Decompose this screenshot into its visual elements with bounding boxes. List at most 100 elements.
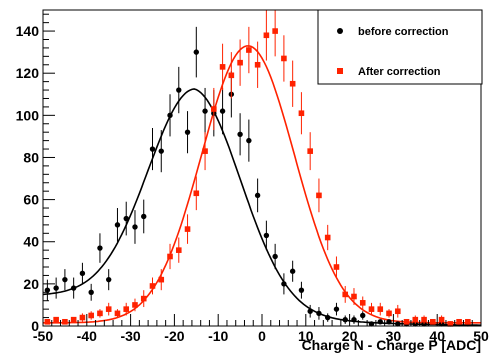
x-tick-label: 40 (429, 328, 445, 344)
data-point-after (97, 310, 103, 317)
x-tick-label: 30 (386, 328, 402, 344)
data-point-after (246, 47, 252, 53)
data-point-after (184, 226, 191, 232)
data-point-before (149, 146, 156, 152)
x-tick-label: -10 (208, 328, 228, 344)
data-point-before (333, 306, 340, 312)
data-point-before (202, 108, 208, 114)
data-point-before (351, 316, 357, 323)
data-point-after (70, 316, 77, 323)
data-point-before (114, 222, 121, 228)
data-point-after (149, 283, 156, 289)
data-point-after (307, 148, 313, 154)
y-tick-label: 60 (23, 192, 39, 208)
data-point-before (237, 131, 243, 137)
data-point-before (246, 137, 252, 144)
data-point-before (368, 321, 375, 327)
data-point-before (386, 319, 392, 325)
data-point-after (88, 312, 94, 319)
data-point-before (281, 281, 287, 287)
data-point-before (377, 319, 383, 325)
data-point-after (386, 310, 392, 317)
data-point-after (316, 192, 322, 199)
data-point-before (53, 285, 59, 291)
y-tick-label: 120 (16, 65, 40, 81)
data-point-before (97, 245, 103, 251)
data-point-after (167, 253, 173, 260)
data-point-after (368, 306, 375, 312)
data-point-before (254, 192, 261, 199)
tick-labels: -50 -40 -30 -20 -10 0 10 20 30 40 50 0 20 40 60 80 100 12… (16, 23, 489, 344)
data-point-before (132, 224, 138, 230)
data-point-after (211, 106, 217, 112)
data-point-before (307, 308, 313, 314)
data-point-before (316, 310, 322, 317)
y-tick-label: 40 (23, 234, 39, 250)
data-point-before (342, 316, 348, 323)
x-tick-label: -40 (77, 328, 97, 344)
y-tick-label: 80 (23, 149, 39, 165)
legend-marker-before-correction (337, 28, 343, 34)
x-tick-label: 10 (298, 328, 314, 344)
data-point-after (53, 316, 59, 323)
data-point-after (263, 32, 270, 39)
data-point-before (263, 232, 270, 239)
data-point-before (325, 314, 331, 321)
data-point-after (438, 316, 445, 323)
data-point-after (237, 59, 243, 66)
x-tick-label: -20 (164, 328, 184, 344)
data-point-before (193, 49, 199, 55)
data-point-after (465, 318, 471, 325)
data-point-after (298, 110, 305, 117)
data-point-before (141, 213, 147, 220)
data-point-before (272, 253, 278, 260)
data-point-after (456, 318, 462, 325)
data-point-after (377, 306, 384, 312)
data-point-after (403, 318, 410, 325)
x-tick-label: 20 (342, 328, 358, 344)
data-point-before (360, 312, 366, 319)
data-point-before (79, 270, 86, 277)
data-point-after (114, 310, 121, 317)
data-point-after (158, 276, 165, 283)
data-point-after (421, 316, 427, 323)
data-point-after (289, 80, 296, 87)
data-point-after (254, 61, 261, 68)
y-tick-label: 140 (16, 23, 40, 39)
x-tick-label: 50 (473, 328, 489, 344)
x-tick-label: 0 (258, 328, 266, 344)
data-point-after (123, 306, 130, 312)
legend-label-after-correction: After correction (358, 66, 441, 78)
data-point-after (175, 247, 182, 253)
axes (42, 9, 482, 327)
data-point-after (430, 318, 436, 325)
data-point-after (202, 148, 208, 154)
data-point-after (105, 306, 112, 312)
data-point-after (447, 321, 454, 327)
x-tick-label: -30 (120, 328, 140, 344)
data-point-after (44, 318, 51, 325)
data-point-after (219, 64, 226, 70)
legend-marker-after-correction (337, 68, 343, 74)
data-point-before (176, 87, 182, 93)
data-point-after (412, 316, 419, 323)
legend-box (317, 9, 483, 85)
y-tick-label: 100 (16, 107, 40, 123)
legend-label-before-correction: before correction (358, 26, 449, 38)
data-point-before (298, 287, 305, 293)
data-point-after (333, 264, 340, 270)
data-point-after (272, 28, 278, 34)
data-point-before (44, 287, 51, 293)
data-point-before (395, 321, 401, 327)
data-point-after (394, 308, 401, 315)
data-point-after (228, 72, 235, 79)
y-tick-label: 20 (23, 276, 39, 292)
data-point-after (132, 302, 138, 308)
data-point-after (79, 314, 86, 321)
data-point-before (88, 289, 94, 295)
data-point-after (342, 291, 349, 298)
data-point-before (106, 276, 112, 283)
data-point-after (193, 190, 200, 197)
data-point-after (351, 293, 357, 300)
